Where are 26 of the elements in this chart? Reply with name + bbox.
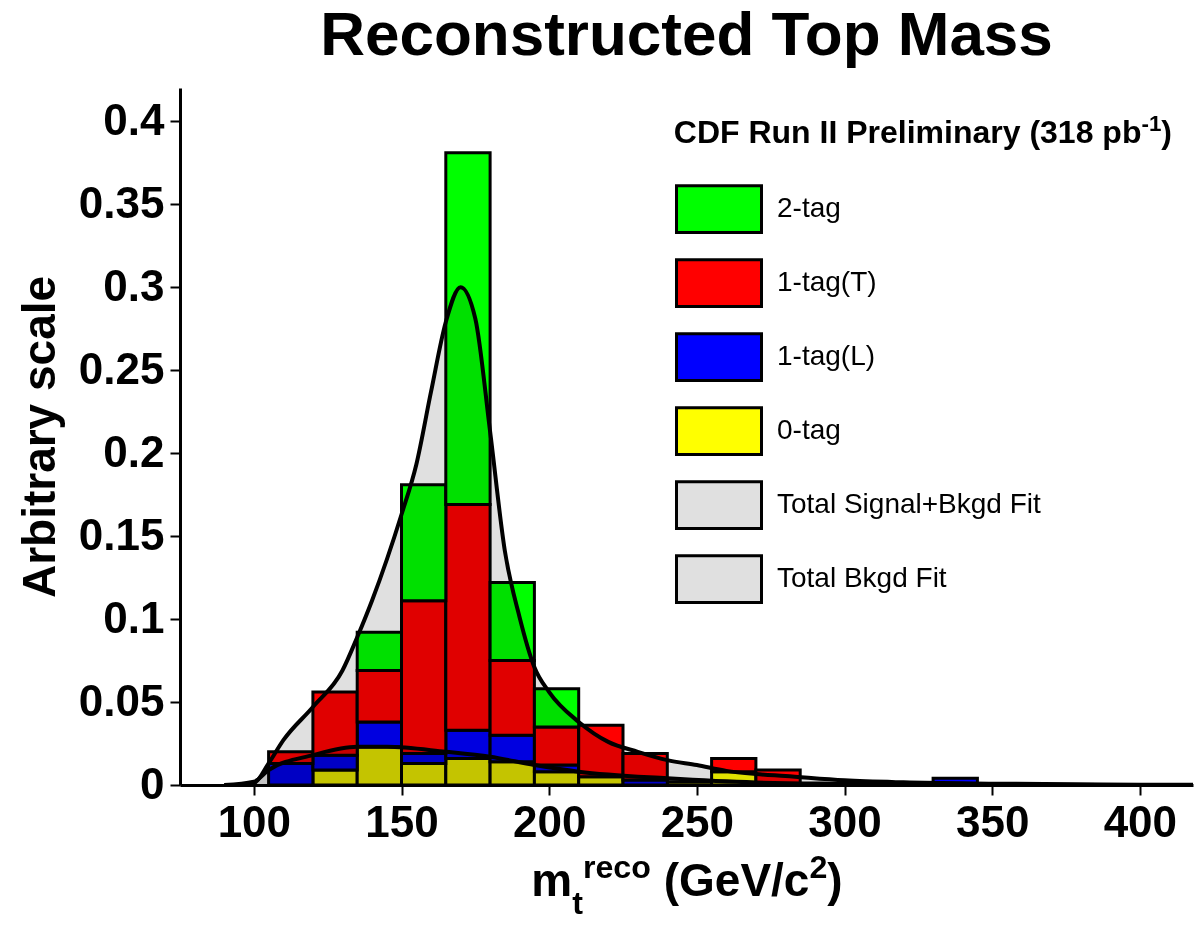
legend-label: 0-tag — [777, 414, 841, 445]
x-tick-label: 350 — [955, 796, 1030, 846]
x-tick-label: 200 — [512, 796, 587, 846]
y-tick-label: 0.4 — [103, 94, 166, 144]
x-tick-label: 150 — [365, 796, 439, 846]
annotation: CDF Run II Preliminary (318 pb$^{-1}$) — [673, 110, 1172, 150]
y-tick-label: 0.35 — [78, 177, 165, 227]
y-tick-label: 0.3 — [103, 260, 165, 310]
x-tick-label: 400 — [1103, 796, 1178, 846]
y-tick-label: 0.1 — [103, 592, 165, 642]
y-tick-label: 0 — [140, 758, 165, 808]
x-axis-title: m$_{t}$$^{reco}$ (GeV/c$^{2}$) — [531, 848, 843, 921]
x-tick-label: 250 — [660, 796, 735, 846]
legend-label: 2-tag — [777, 192, 841, 223]
legend-label: 1-tag(T) — [777, 266, 877, 297]
y-tick-label: 0.2 — [103, 426, 165, 476]
legend-label: Total Signal+Bkgd Fit — [777, 488, 1042, 519]
chart-title: Reconstructed Top Mass — [320, 0, 1053, 68]
y-tick-label: 0.05 — [78, 675, 165, 725]
x-tick-label: 300 — [808, 796, 882, 846]
x-tick-label: 100 — [217, 796, 292, 846]
legend-label: Total Bkgd Fit — [777, 562, 947, 593]
y-tick-label: 0.25 — [78, 343, 165, 393]
y-axis-title: Arbitrary scale — [12, 275, 65, 599]
legend-label: 1-tag(L) — [777, 340, 876, 371]
y-tick-label: 0.15 — [78, 509, 165, 559]
